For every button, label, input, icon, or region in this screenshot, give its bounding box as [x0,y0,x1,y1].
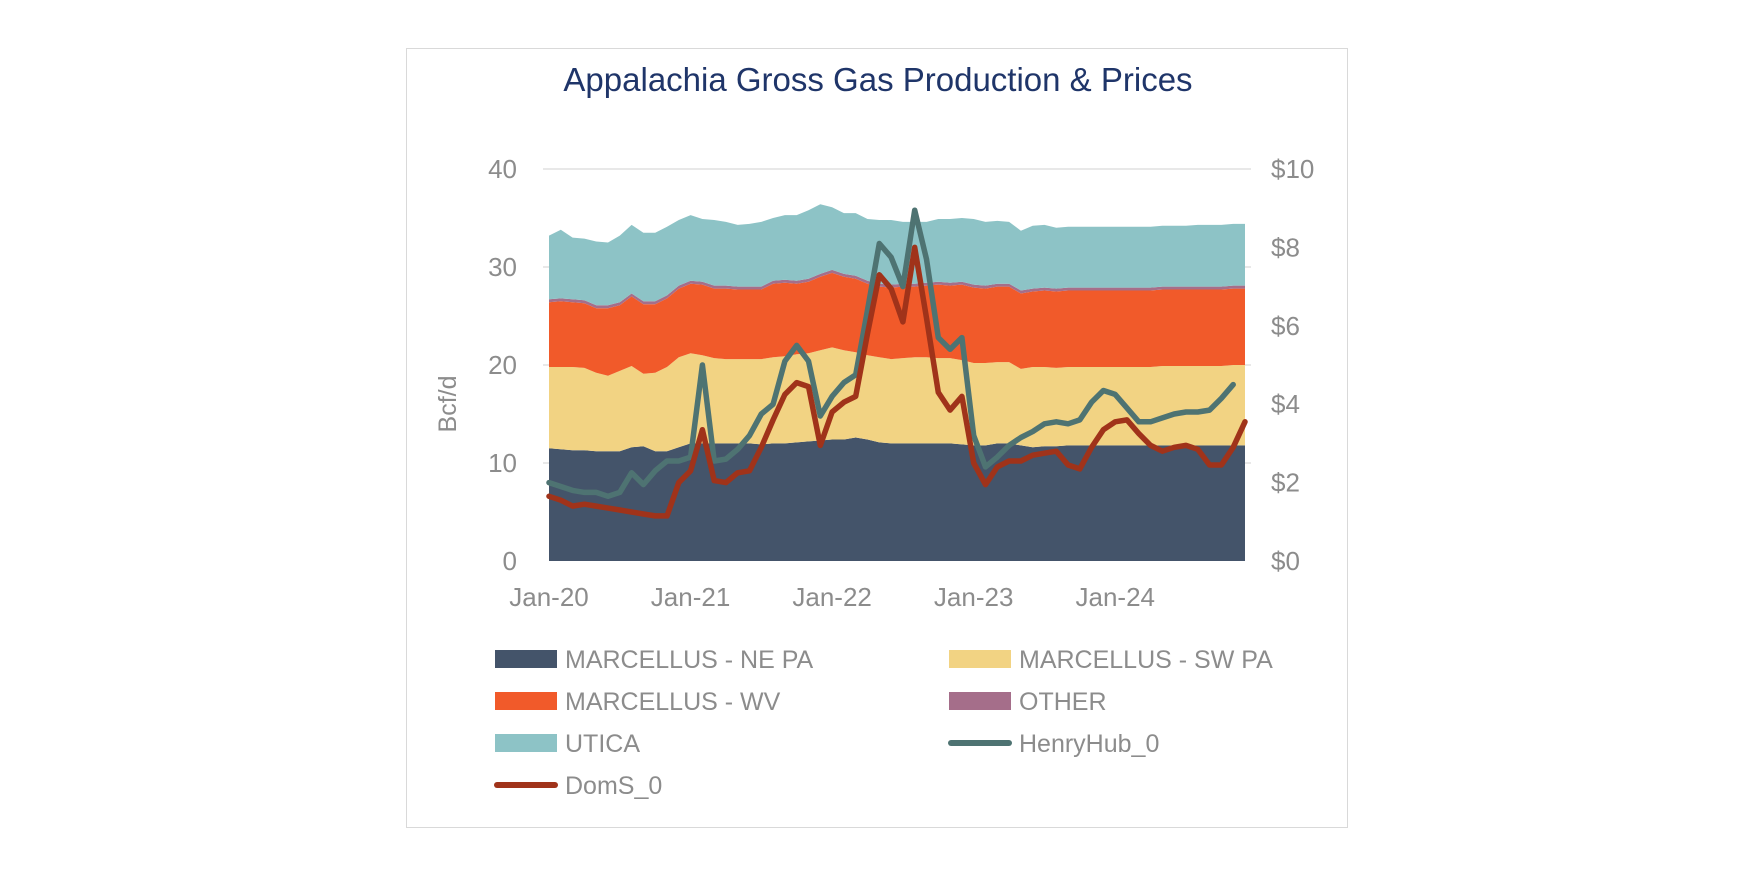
x-tick-label: Jan-23 [934,582,1014,612]
legend-marcellus-sw-pa-label: MARCELLUS - SW PA [1019,646,1273,674]
y2-tick-label: $4 [1271,389,1300,419]
x-tick-label: Jan-20 [509,582,589,612]
y2-tick-label: $6 [1271,311,1300,341]
chart-svg: Appalachia Gross Gas Production & Prices… [434,61,1314,800]
x-axis-ticks: Jan-20 Jan-21 Jan-22 Jan-23 Jan-24 [509,582,1155,612]
legend-utica-swatch [495,734,557,752]
x-tick-label: Jan-24 [1075,582,1155,612]
y2-tick-label: $0 [1271,546,1300,576]
legend: MARCELLUS - NE PA MARCELLUS - SW PA MARCEL… [494,646,1273,800]
left-axis-ticks: 0 10 20 30 40 [488,154,517,576]
area-utica [549,204,1245,306]
chart-frame: Appalachia Gross Gas Production & Prices… [406,48,1348,828]
legend-henryhub-0-label: HenryHub_0 [1019,730,1159,758]
legend-utica-label: UTICA [565,730,640,758]
right-axis-ticks: $0 $2 $4 $6 $8 $10 [1271,154,1314,576]
y2-tick-label: $8 [1271,232,1300,262]
y-tick-label: 30 [488,252,517,282]
area-other [549,269,1245,309]
y-tick-label: 40 [488,154,517,184]
legend-marcellus-wv-label: MARCELLUS - WV [565,688,781,716]
legend-doms-0-label: DomS_0 [565,772,662,800]
price-lines [546,207,1248,519]
y-tick-label: 0 [503,546,517,576]
legend-other-swatch [949,692,1011,710]
area-marcellus-ne-pa [549,437,1245,561]
y-tick-label: 10 [488,448,517,478]
line-doms-0 [546,244,1248,519]
area-marcellus-wv [549,272,1245,376]
chart-title: Appalachia Gross Gas Production & Prices [563,61,1192,98]
y2-tick-label: $2 [1271,468,1300,498]
legend-marcellus-ne-pa-swatch [495,650,557,668]
legend-marcellus-wv-swatch [495,692,557,710]
x-tick-label: Jan-22 [792,582,872,612]
x-tick-label: Jan-21 [651,582,731,612]
legend-marcellus-sw-pa-swatch [949,650,1011,668]
line-henryhub-0 [546,207,1236,500]
legend-other-label: OTHER [1019,688,1107,716]
y-axis-label: Bcf/d [434,376,462,433]
y-tick-label: 20 [488,350,517,380]
y2-tick-label: $10 [1271,154,1314,184]
stacked-areas [549,204,1245,561]
legend-marcellus-ne-pa-label: MARCELLUS - NE PA [565,646,814,674]
